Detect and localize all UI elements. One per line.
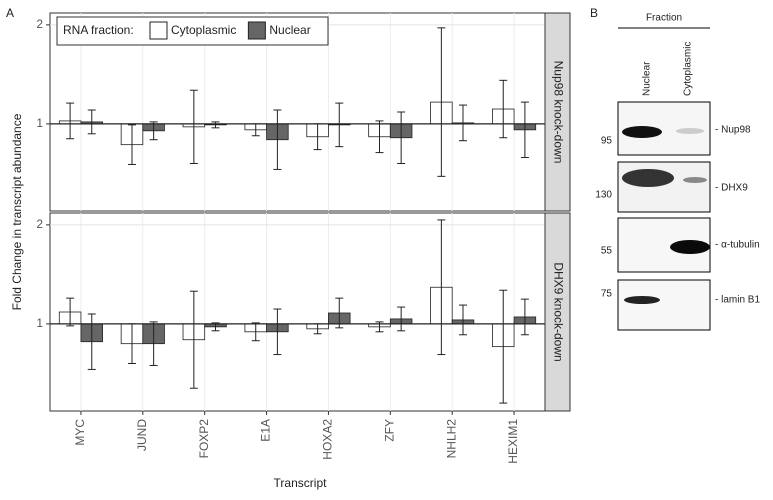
error-bar [251,322,260,342]
error-bar [273,308,282,356]
blot-column: Nuclear [642,61,653,96]
x-tick-label: NHLH2 [444,419,458,459]
error-bar [437,27,446,177]
error-bar [459,304,468,336]
facet-strip [544,12,571,212]
error-bar [66,102,75,140]
x-tick-label: HEXIM1 [506,419,520,464]
blot-marker: 75 [601,289,613,300]
panel-label: A [6,6,14,20]
y-tick-label: 2 [36,17,43,31]
blot-marker: 55 [601,246,613,257]
error-bar [149,121,158,141]
legend-box [56,16,329,46]
plot-area [49,212,546,412]
error-bar [397,306,406,332]
legend-title: RNA fraction: [63,23,134,37]
error-bar [335,297,344,329]
error-bar [87,313,96,370]
x-tick-label: HOXA2 [321,419,335,460]
error-bar [520,298,529,336]
blot-marker: 95 [601,136,613,147]
error-bar [149,321,158,366]
error-bar [189,290,198,389]
y-tick-label: 1 [36,116,43,130]
legend-label: Nuclear [269,23,310,37]
blot-label: - α-tubulin [715,240,760,251]
error-bar [437,219,446,356]
error-bar [397,111,406,164]
legend-swatch [149,21,168,40]
error-bar [335,102,344,148]
blot-marker: 130 [595,190,612,201]
x-tick-label: MYC [73,419,87,446]
panel-label: B [590,6,598,20]
legend-label: Cytoplasmic [171,23,236,37]
y-tick-label: 1 [36,316,43,330]
blot-label: - lamin B1 [715,295,760,306]
error-bar [273,109,282,170]
error-bar [375,120,384,154]
error-bar [66,297,75,327]
band [622,126,662,138]
legend-swatch [247,21,266,40]
error-bar [459,104,468,142]
facet-label: DHX9 knock-down [551,262,565,361]
band [624,296,660,304]
plot-area [49,12,546,212]
x-tick-label: JUND [135,419,149,451]
blot-header: Fraction [646,13,682,24]
error-bar [189,89,198,164]
facet-label: Nup98 knock-down [551,61,565,164]
error-bar [87,109,96,135]
x-tick-label: FOXP2 [197,419,211,459]
blot-label: - DHX9 [715,183,748,194]
x-tick-label: E1A [259,419,273,442]
error-bar [211,121,220,129]
error-bar [520,101,529,159]
error-bar [127,124,136,165]
y-axis-label: Fold Change in transcript abundance [10,113,24,310]
band [683,177,707,183]
x-tick-label: ZFY [382,419,396,442]
error-bar [499,79,508,139]
blot-row [617,279,711,331]
y-tick-label: 2 [36,217,43,231]
band [622,169,674,187]
error-bar [499,289,508,404]
facet-strip [544,212,571,412]
band [670,240,710,254]
legend: RNA fraction: Cytoplasmic Nuclear [56,16,329,46]
blot-row [617,161,711,213]
x-axis-label: Transcript [274,476,328,490]
band [676,128,704,134]
blot-column: Cytoplasmic [683,42,694,96]
blot-label: - Nup98 [715,125,751,136]
western-blot: B Fraction Nuclear Cytoplasmic 95 130 55… [590,6,760,331]
